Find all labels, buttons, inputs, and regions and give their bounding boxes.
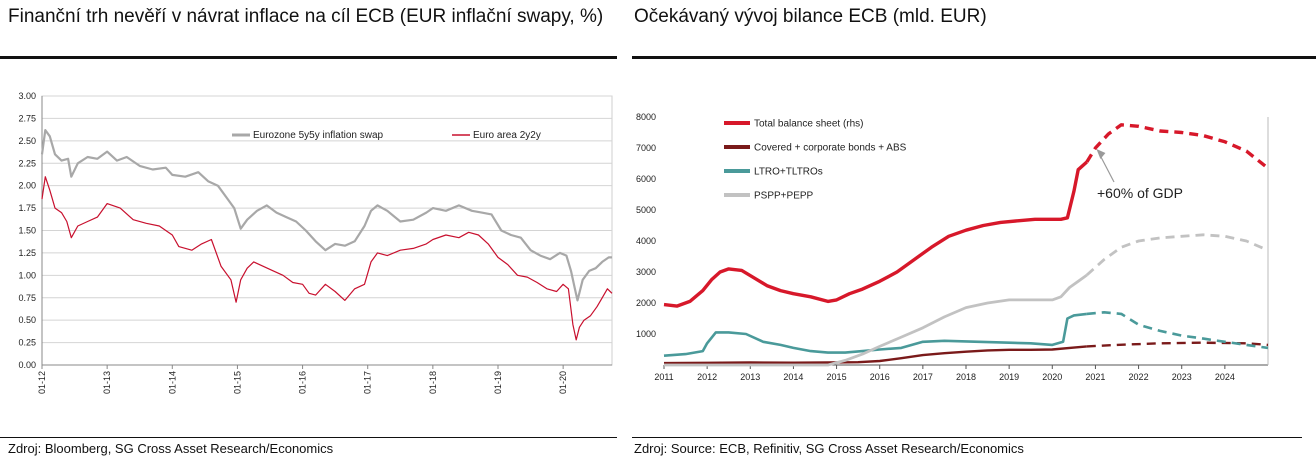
legend-label: LTRO+TLTROs [754,167,823,178]
y-tick-label: 1.50 [18,226,36,236]
series-forecast-ltro-tltros [1086,310,1269,350]
x-tick-label: 01-13 [102,371,112,394]
x-tick-label: 2021 [1085,372,1105,382]
series-forecast-pspp-pepp [1085,233,1269,277]
y-tick-label: 1.75 [18,203,36,213]
title-rule-left [0,56,617,59]
y-tick-label: 0.00 [18,360,36,370]
series-forecast-covered-corporate-abs [1086,341,1269,348]
x-tick-label: 2015 [827,372,847,382]
y-tick-label: 3.00 [18,91,36,101]
x-tick-label: 2013 [740,372,760,382]
y-tick-label: 3000 [636,267,656,277]
x-tick-label: 2022 [1129,372,1149,382]
x-tick-label: 2024 [1215,372,1235,382]
y-tick-label: 1.25 [18,248,36,258]
y-tick-label: 2.75 [18,113,36,123]
x-tick-label: 01-12 [37,371,47,394]
y-tick-label: 7000 [636,143,656,153]
panel-inflation-swaps: Finanční trh nevěří v návrat inflace na … [0,0,617,468]
x-tick-label: 01-15 [232,371,242,394]
source-rule-left [0,437,617,438]
legend-label: Covered + corporate bonds + ABS [754,143,907,154]
x-tick-label: 2019 [999,372,1019,382]
legend-label: Eurozone 5y5y inflation swap [253,130,384,141]
y-tick-label: 8000 [636,112,656,122]
legend-label: Total balance sheet (rhs) [754,119,864,130]
x-tick-label: 2018 [956,372,976,382]
legend-label: PSPP+PEPP [754,191,814,202]
series-line-eurozone-5y5y [40,129,612,302]
title-rule-right [632,56,1316,59]
chart-left: 0.00 0.25 0.50 0.75 1.00 1.25 1.50 1.75 2.00 2.25… [18,91,613,394]
x-tick-label: 01-14 [167,371,177,394]
series-line-euro-area-2y2y [41,176,613,341]
y-tick-label: 1000 [636,329,656,339]
y-tick-label: 0.50 [18,315,36,325]
chart-title-right: Očekávaný vývoj bilance ECB (mld. EUR) [634,6,987,27]
y-tick-label: 2.25 [18,158,36,168]
y-tick-label: 1.00 [18,270,36,280]
legend-label: Euro area 2y2y [473,130,541,141]
series-line-covered-corporate-abs [663,345,1087,365]
x-tick-label: 01-19 [493,371,503,394]
y-tick-label: 4000 [636,236,656,246]
annotation-label: +60% of GDP [1097,185,1183,201]
source-rule-right [632,437,1302,438]
chart-title-left: Finanční trh nevěří v návrat inflace na … [8,6,604,27]
series-forecast-total-balance-sheet [1085,123,1270,170]
chart-right: 1000 2000 3000 4000 5000 6000 7000 8000 2011 2012… [636,112,1270,382]
y-tick-label: 0.75 [18,293,36,303]
panel-ecb-balance: Očekávaný vývoj bilance ECB (mld. EUR) 1… [632,0,1316,468]
series-line-ltro-tltros [663,312,1087,357]
annotation-arrow-head [1096,149,1106,159]
x-tick-label: 01-20 [558,371,568,394]
x-tick-label: 2012 [697,372,717,382]
y-tick-label: 2000 [636,298,656,308]
y-tick-label: 6000 [636,174,656,184]
x-tick-label: 2017 [913,372,933,382]
y-tick-label: 5000 [636,205,656,215]
x-tick-label: 2016 [870,372,890,382]
x-tick-label: 01-16 [298,371,308,394]
series-line-total-balance-sheet [663,160,1088,308]
y-tick-label: 0.25 [18,338,36,348]
y-tick-label: 2.50 [18,136,36,146]
x-tick-label: 01-18 [428,371,438,394]
source-left: Zdroj: Bloomberg, SG Cross Asset Researc… [8,441,334,456]
x-tick-label: 2020 [1042,372,1062,382]
annotation-arrow [1098,153,1115,183]
x-tick-label: 01-17 [363,371,373,394]
y-tick-label: 2.00 [18,181,36,191]
series-line-pspp-pepp [664,273,1088,367]
x-tick-label: 2023 [1172,372,1192,382]
x-tick-label: 2014 [783,372,803,382]
x-tick-label: 2011 [654,372,673,382]
source-right: Zdroj: Source: ECB, Refinitiv, SG Cross … [634,441,1024,456]
